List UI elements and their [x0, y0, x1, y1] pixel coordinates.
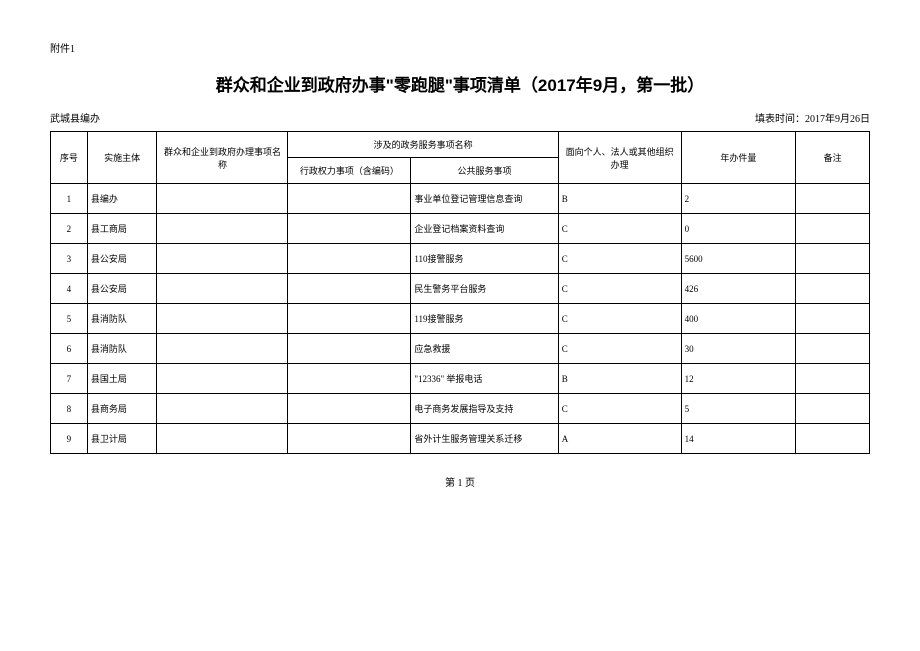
cell-target: C: [558, 334, 681, 364]
cell-seq: 3: [51, 244, 88, 274]
cell-remark: [796, 274, 870, 304]
cell-annual: 5600: [681, 244, 796, 274]
cell-agency: 县编办: [87, 184, 157, 214]
header-service-group: 涉及的政务服务事项名称: [288, 132, 558, 158]
cell-matter: [157, 394, 288, 424]
cell-matter: [157, 214, 288, 244]
cell-remark: [796, 364, 870, 394]
cell-annual: 426: [681, 274, 796, 304]
cell-annual: 400: [681, 304, 796, 334]
table-row: 9县卫计局 省外计生服务管理关系迁移A14: [51, 424, 870, 454]
cell-public: 民生警务平台服务: [411, 274, 558, 304]
cell-annual: 0: [681, 214, 796, 244]
cell-target: B: [558, 364, 681, 394]
header-remark: 备注: [796, 132, 870, 184]
cell-matter: [157, 244, 288, 274]
cell-seq: 9: [51, 424, 88, 454]
cell-admin: [288, 334, 411, 364]
cell-seq: 1: [51, 184, 88, 214]
org-label: 武城县编办: [50, 110, 100, 125]
header-annual: 年办件量: [681, 132, 796, 184]
cell-admin: [288, 274, 411, 304]
cell-admin: [288, 364, 411, 394]
header-seq: 序号: [51, 132, 88, 184]
cell-public: "12336" 举报电话: [411, 364, 558, 394]
cell-seq: 4: [51, 274, 88, 304]
cell-matter: [157, 424, 288, 454]
cell-public: 119接警服务: [411, 304, 558, 334]
table-row: 3县公安局 110接警服务C5600: [51, 244, 870, 274]
cell-seq: 7: [51, 364, 88, 394]
cell-seq: 2: [51, 214, 88, 244]
fill-date-label: 填表时间：2017年9月26日: [755, 110, 870, 125]
cell-agency: 县工商局: [87, 214, 157, 244]
table-row: 6县消防队 应急救援C30: [51, 334, 870, 364]
cell-remark: [796, 334, 870, 364]
cell-seq: 5: [51, 304, 88, 334]
cell-remark: [796, 424, 870, 454]
cell-matter: [157, 304, 288, 334]
cell-remark: [796, 184, 870, 214]
table-row: 2县工商局 企业登记档案资料查询C0: [51, 214, 870, 244]
header-public: 公共服务事项: [411, 158, 558, 184]
cell-agency: 县国土局: [87, 364, 157, 394]
cell-admin: [288, 304, 411, 334]
cell-public: 企业登记档案资料查询: [411, 214, 558, 244]
cell-target: C: [558, 214, 681, 244]
cell-admin: [288, 184, 411, 214]
meta-row: 武城县编办 填表时间：2017年9月26日: [50, 110, 870, 125]
cell-annual: 5: [681, 394, 796, 424]
header-agency: 实施主体: [87, 132, 157, 184]
cell-target: A: [558, 424, 681, 454]
cell-public: 事业单位登记管理信息查询: [411, 184, 558, 214]
cell-agency: 县消防队: [87, 304, 157, 334]
cell-seq: 6: [51, 334, 88, 364]
cell-public: 省外计生服务管理关系迁移: [411, 424, 558, 454]
cell-agency: 县卫计局: [87, 424, 157, 454]
attachment-label: 附件1: [50, 40, 870, 55]
cell-annual: 14: [681, 424, 796, 454]
cell-admin: [288, 244, 411, 274]
cell-matter: [157, 334, 288, 364]
cell-remark: [796, 214, 870, 244]
page-title: 群众和企业到政府办事"零跑腿"事项清单（2017年9月，第一批）: [50, 71, 870, 96]
cell-public: 电子商务发展指导及支持: [411, 394, 558, 424]
cell-target: C: [558, 394, 681, 424]
header-matter: 群众和企业到政府办理事项名称: [157, 132, 288, 184]
cell-target: C: [558, 244, 681, 274]
cell-annual: 2: [681, 184, 796, 214]
cell-matter: [157, 274, 288, 304]
cell-agency: 县公安局: [87, 244, 157, 274]
cell-admin: [288, 214, 411, 244]
cell-seq: 8: [51, 394, 88, 424]
table-row: 7县国土局 "12336" 举报电话B12: [51, 364, 870, 394]
table-row: 4县公安局 民生警务平台服务C426: [51, 274, 870, 304]
cell-remark: [796, 394, 870, 424]
cell-agency: 县消防队: [87, 334, 157, 364]
table-row: 1县编办 事业单位登记管理信息查询B2: [51, 184, 870, 214]
cell-admin: [288, 424, 411, 454]
cell-remark: [796, 304, 870, 334]
cell-annual: 30: [681, 334, 796, 364]
cell-annual: 12: [681, 364, 796, 394]
cell-admin: [288, 394, 411, 424]
table-row: 5县消防队 119接警服务C400: [51, 304, 870, 334]
page-number: 第 1 页: [50, 474, 870, 489]
cell-matter: [157, 364, 288, 394]
cell-remark: [796, 244, 870, 274]
table-row: 8县商务局 电子商务发展指导及支持C5: [51, 394, 870, 424]
header-target: 面向个人、法人或其他组织办理: [558, 132, 681, 184]
main-table: 序号 实施主体 群众和企业到政府办理事项名称 涉及的政务服务事项名称 面向个人、…: [50, 131, 870, 454]
cell-target: C: [558, 304, 681, 334]
cell-public: 应急救援: [411, 334, 558, 364]
cell-agency: 县商务局: [87, 394, 157, 424]
cell-public: 110接警服务: [411, 244, 558, 274]
cell-matter: [157, 184, 288, 214]
cell-target: B: [558, 184, 681, 214]
cell-agency: 县公安局: [87, 274, 157, 304]
header-admin: 行政权力事项（含编码）: [288, 158, 411, 184]
cell-target: C: [558, 274, 681, 304]
